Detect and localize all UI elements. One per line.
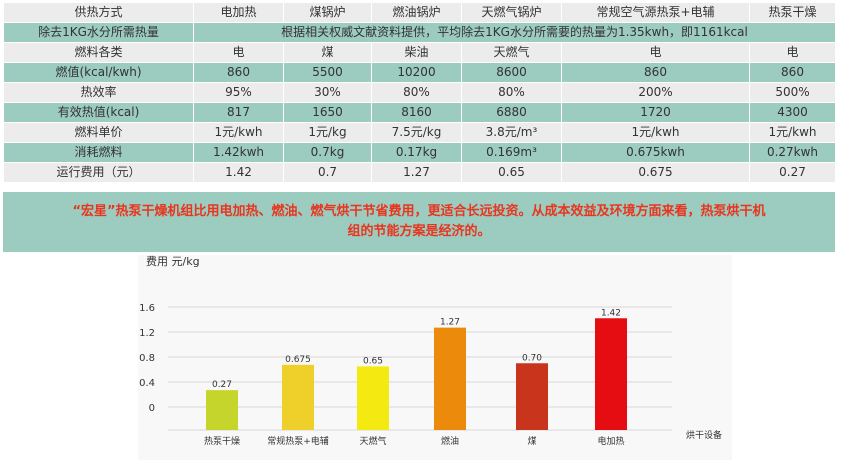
x-tick-label: 天燃气 (359, 435, 386, 447)
y-tick-label: 0.4 (139, 378, 155, 389)
bar-value-label: 0.70 (522, 353, 542, 363)
table-cell: 天燃气 (461, 42, 562, 63)
table-cell: 电 (561, 42, 750, 63)
table-cell: 0.675 (561, 162, 750, 183)
x-tick-label: 热泵干燥 (204, 435, 240, 447)
table-cell: 3.8元/m³ (461, 122, 562, 143)
y-tick-label: 1.6 (139, 303, 155, 314)
bar-value-label: 0.675 (285, 355, 311, 365)
table-cell: 80% (371, 82, 462, 103)
table-cell: 0.27kwh (749, 142, 836, 163)
table-cell: 1.27 (371, 162, 462, 183)
column-header: 供热方式 (3, 2, 194, 23)
bar-value-label: 1.42 (601, 308, 621, 318)
column-header: 常规空气源热泵+电辅 (561, 2, 750, 23)
table-cell: 柴油 (371, 42, 462, 63)
row-label: 有效热值(kcal) (3, 102, 194, 123)
table-cell: 0.65 (461, 162, 562, 183)
row-label: 燃值(kcal/kwh) (3, 62, 194, 83)
premise-text: 根据相关权威文献资料提供，平均除去1KG水分所需要的热量为1.35kwh，即11… (193, 22, 836, 43)
row-label: 运行费用（元） (3, 162, 194, 183)
x-tick-label: 电加热 (597, 435, 624, 447)
y-axis-label: 费用 元/kg (146, 255, 200, 268)
x-tick-label: 燃油 (441, 435, 459, 447)
bar-value-label: 0.65 (363, 356, 383, 366)
table-row: 消耗燃料 1.42kwh 0.7kg 0.17kg 0.169m³ 0.675kwh 0.2… (3, 142, 836, 163)
table-cell: 860 (193, 62, 284, 83)
y-tick-label: 0.8 (139, 353, 155, 364)
table-row: 燃料各类电煤柴油 天燃气电电 (3, 42, 836, 63)
row-label: 热效率 (3, 82, 194, 103)
column-header: 热泵干燥 (749, 2, 836, 23)
comparison-table: 供热方式 电加热 煤锅炉 燃油锅炉 天燃气锅炉 常规空气源热泵+电辅 热泵干燥 除去1KG水分… (3, 2, 836, 183)
table-row: 运行费用（元） 1.42 0.7 1.27 0.65 0.675 0.27 (3, 162, 836, 183)
bar (357, 366, 389, 430)
table-row: 有效热值(kcal) 817 1650 8160 6880 1720 4300 (3, 102, 836, 123)
table-cell: 1元/kwh (749, 122, 836, 143)
table-cell: 8160 (371, 102, 462, 123)
y-tick-label: 0 (149, 403, 155, 414)
bar (516, 363, 548, 430)
table-cell: 860 (561, 62, 750, 83)
table-cell: 1720 (561, 102, 750, 123)
x-tick-label: 煤 (527, 435, 536, 447)
table-row: 燃值(kcal/kwh) 860 5500 10200 8600 860 860 (3, 62, 836, 83)
bar-value-label: 0.27 (212, 380, 232, 390)
table-cell: 30% (283, 82, 372, 103)
column-header: 天燃气锅炉 (461, 2, 562, 23)
table-cell: 6880 (461, 102, 562, 123)
bar (434, 327, 466, 430)
table-cell: 0.7kg (283, 142, 372, 163)
table-cell: 0.27 (749, 162, 836, 183)
table-header-row: 供热方式 电加热 煤锅炉 燃油锅炉 天燃气锅炉 常规空气源热泵+电辅 热泵干燥 (3, 2, 836, 23)
row-label: 燃料单价 (3, 122, 194, 143)
conclusion-text: “宏星”热泵干燥机组比用电加热、燃油、燃气烘干节省费用，更适合长远投资。从成本效… (72, 204, 766, 239)
table-cell: 10200 (371, 62, 462, 83)
table-row: 燃料单价 1元/kwh 1元/kg 7.5元/kg 3.8元/m³ 1元/kwh 1元/kw… (3, 122, 836, 143)
table-cell: 80% (461, 82, 562, 103)
conclusion-note: “宏星”热泵干燥机组比用电加热、燃油、燃气烘干节省费用，更适合长远投资。从成本效… (3, 192, 835, 252)
table-cell: 1元/kg (283, 122, 372, 143)
table-cell: 200% (561, 82, 750, 103)
bar (282, 364, 314, 430)
x-axis-label: 烘干设备 (686, 429, 722, 441)
bar-value-label: 1.27 (440, 318, 460, 328)
y-tick-label: 1.2 (139, 328, 155, 339)
table-row: 热效率 95% 30% 80% 80% 200% 500% (3, 82, 836, 103)
table-cell: 5500 (283, 62, 372, 83)
bar (595, 318, 627, 430)
table-cell: 0.17kg (371, 142, 462, 163)
table-cell: 0.169m³ (461, 142, 562, 163)
table-cell: 1元/kwh (193, 122, 284, 143)
column-header: 电加热 (193, 2, 284, 23)
table-cell: 4300 (749, 102, 836, 123)
table-cell: 1.42 (193, 162, 284, 183)
bar (206, 390, 238, 430)
table-cell: 电 (749, 42, 836, 63)
table-cell: 0.7 (283, 162, 372, 183)
column-header: 煤锅炉 (283, 2, 372, 23)
table-cell: 电 (193, 42, 284, 63)
x-tick-label: 常规热泵+电辅 (267, 435, 329, 447)
